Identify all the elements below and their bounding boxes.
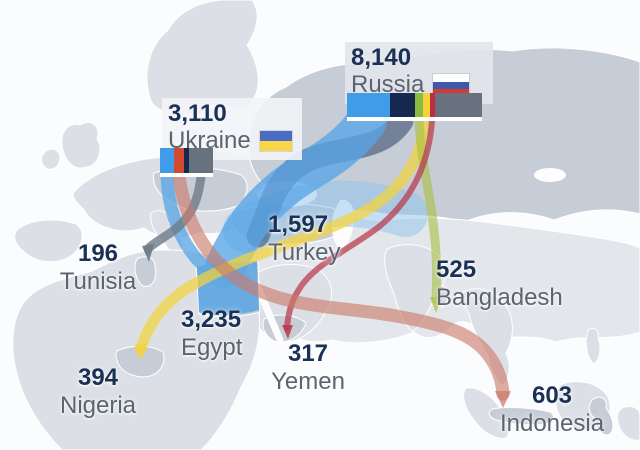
label-egypt: 3,235 Egypt [181, 306, 242, 362]
indonesia-value: 603 [531, 382, 573, 409]
label-ukraine: 3,110 Ukraine [162, 98, 302, 160]
label-tunisia: 196 Tunisia [56, 240, 140, 296]
flag-stripe [259, 131, 292, 142]
island-sumatra [463, 387, 510, 439]
label-bangladesh: 525 Bangladesh [436, 256, 563, 312]
bar-segment-egypt [347, 93, 390, 117]
bar-segment-egypt [160, 148, 174, 173]
flow-indonesia [172, 169, 510, 401]
yemen-value: 317 [287, 340, 329, 367]
bar-segment-bangladesh [415, 93, 423, 117]
flow-group [134, 101, 511, 408]
arrowhead-bangladesh-icon [430, 297, 442, 313]
bar-segment-turkey [390, 93, 415, 117]
bangladesh-value: 525 [436, 256, 477, 283]
flag-stripe [433, 74, 470, 82]
flow-nigeria [135, 115, 432, 355]
island-new-guinea [616, 405, 640, 441]
bar-segment-others [435, 93, 482, 117]
bar-segment-nigeria [423, 93, 430, 117]
landmass-uk [61, 122, 101, 169]
tunisia-name: Tunisia [59, 267, 137, 295]
flag-stripe [433, 88, 470, 97]
bar-segment-others [189, 148, 213, 173]
egypt-name: Egypt [181, 333, 243, 361]
label-nigeria: 394 Nigeria [56, 364, 140, 420]
landmass-ireland [40, 148, 61, 170]
ukraine-export-bar [160, 148, 213, 173]
turkey-name: Turkey [268, 238, 341, 266]
russia-value: 8,140 [351, 44, 412, 71]
island-java [488, 407, 554, 426]
turkey-value: 1,597 [268, 211, 329, 238]
russia-export-bar [347, 93, 482, 117]
bangladesh-name: Bangladesh [436, 283, 563, 311]
flag-stripe [259, 141, 292, 152]
nigeria-name: Nigeria [59, 391, 137, 419]
russia-flag-icon [433, 74, 470, 97]
flow-egypt-from-russia [205, 101, 387, 288]
label-turkey: 1,597 Turkey [268, 211, 340, 267]
tunisia-value: 196 [77, 240, 119, 267]
ukraine-flag-icon [259, 131, 292, 152]
label-yemen: 317 Yemen [266, 340, 350, 396]
flag-stripe [433, 81, 470, 89]
arrowhead-yemen-icon [282, 325, 293, 339]
arrowhead-nigeria-icon [134, 343, 147, 361]
ukraine-bar-underline [160, 173, 213, 177]
bar-segment-indonesia [174, 148, 184, 173]
bar-segment-turkey [184, 148, 189, 173]
arrowhead-tunisia-icon [142, 244, 154, 262]
island-philippines [585, 327, 601, 365]
russia-bar-underline [347, 117, 482, 121]
egypt-value: 3,235 [181, 306, 242, 333]
arrowhead-indonesia-icon [495, 391, 511, 408]
yemen-name: Yemen [271, 367, 345, 395]
island-sulawesi [588, 396, 614, 436]
nigeria-value: 394 [77, 364, 119, 391]
country-nigeria [115, 345, 165, 378]
bar-segment-yemen [430, 93, 435, 117]
landmass-iberia [14, 219, 83, 263]
ukraine-value: 3,110 [168, 100, 227, 127]
indonesia-name: Indonesia [499, 409, 605, 437]
lake-balkhash [534, 168, 566, 182]
flow-bangladesh [414, 116, 442, 305]
label-indonesia: 603 Indonesia [484, 382, 620, 438]
